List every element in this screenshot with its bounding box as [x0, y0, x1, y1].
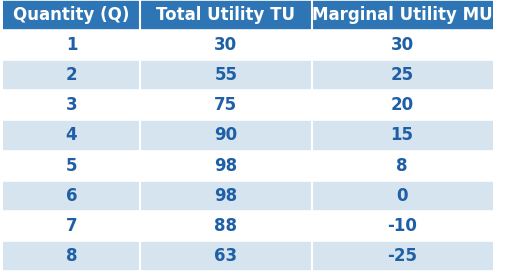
- Bar: [140, 120, 311, 151]
- Bar: [311, 60, 492, 90]
- Bar: [140, 211, 311, 241]
- Text: 6: 6: [66, 187, 77, 205]
- Bar: [140, 151, 311, 181]
- Text: 3: 3: [66, 96, 77, 114]
- Text: 7: 7: [66, 217, 77, 235]
- Bar: [311, 90, 492, 120]
- Text: 8: 8: [395, 157, 407, 175]
- Bar: [3, 120, 140, 151]
- Text: 30: 30: [390, 36, 413, 54]
- Text: 1: 1: [66, 36, 77, 54]
- Bar: [3, 0, 140, 30]
- Text: 88: 88: [214, 217, 237, 235]
- Bar: [140, 181, 311, 211]
- Bar: [311, 120, 492, 151]
- Bar: [311, 211, 492, 241]
- Text: 63: 63: [214, 247, 237, 265]
- Text: Quantity (Q): Quantity (Q): [13, 6, 129, 24]
- Text: 2: 2: [66, 66, 77, 84]
- Text: -10: -10: [386, 217, 416, 235]
- Text: 90: 90: [214, 127, 237, 144]
- Text: 5: 5: [66, 157, 77, 175]
- Bar: [3, 151, 140, 181]
- Bar: [311, 241, 492, 271]
- Text: 75: 75: [214, 96, 237, 114]
- Text: 25: 25: [390, 66, 413, 84]
- Bar: [311, 0, 492, 30]
- Bar: [3, 90, 140, 120]
- Text: 20: 20: [390, 96, 413, 114]
- Text: 15: 15: [390, 127, 413, 144]
- Bar: [140, 60, 311, 90]
- Bar: [3, 211, 140, 241]
- Text: 98: 98: [214, 187, 237, 205]
- Bar: [311, 151, 492, 181]
- Bar: [140, 241, 311, 271]
- Text: 8: 8: [66, 247, 77, 265]
- Text: -25: -25: [386, 247, 416, 265]
- Bar: [140, 30, 311, 60]
- Text: 55: 55: [214, 66, 237, 84]
- Bar: [3, 60, 140, 90]
- Text: 98: 98: [214, 157, 237, 175]
- Bar: [311, 30, 492, 60]
- Text: 4: 4: [66, 127, 77, 144]
- Text: 30: 30: [214, 36, 237, 54]
- Text: Marginal Utility MU: Marginal Utility MU: [311, 6, 492, 24]
- Bar: [3, 30, 140, 60]
- Bar: [140, 90, 311, 120]
- Text: 0: 0: [395, 187, 407, 205]
- Bar: [311, 181, 492, 211]
- Bar: [140, 0, 311, 30]
- Text: Total Utility TU: Total Utility TU: [156, 6, 295, 24]
- Bar: [3, 181, 140, 211]
- Bar: [3, 241, 140, 271]
